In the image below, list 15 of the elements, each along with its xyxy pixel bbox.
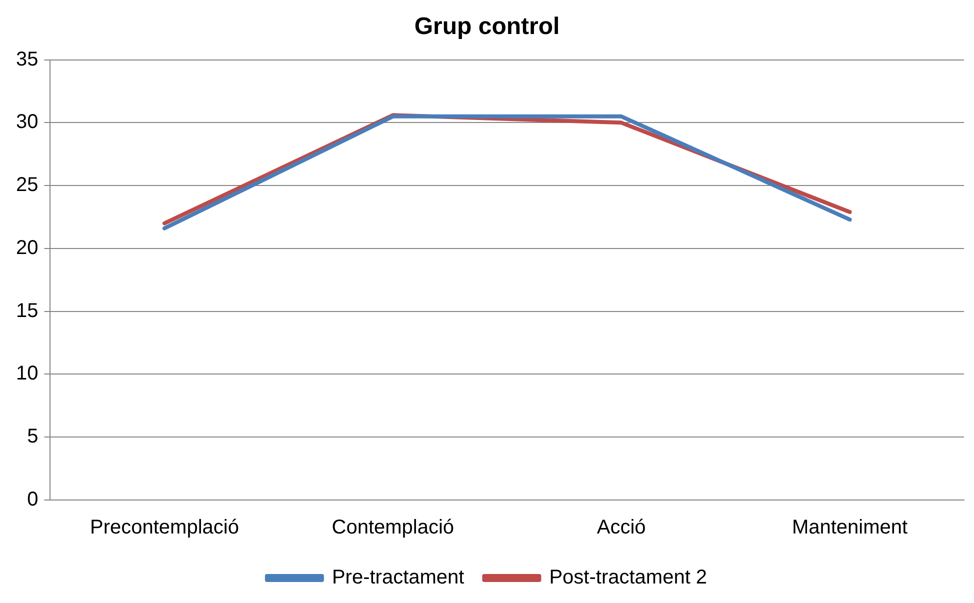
chart-title: Grup control <box>414 13 560 40</box>
y-tick-label: 15 <box>16 300 38 322</box>
x-tick-label: Precontemplació <box>90 516 239 539</box>
y-tick-label: 0 <box>27 488 38 511</box>
y-tick-label: 10 <box>16 362 38 385</box>
y-tick-label: 30 <box>16 111 38 134</box>
y-tick-label: 20 <box>16 236 38 259</box>
legend-label: Post-tractament 2 <box>549 566 708 589</box>
x-tick-label: Contemplació <box>332 516 454 539</box>
legend-label: Pre-tractament <box>332 566 465 589</box>
x-tick-label: Acció <box>596 516 646 539</box>
x-tick-label: Manteniment <box>792 516 908 539</box>
y-tick-label: 35 <box>16 48 38 70</box>
y-tick-label: 25 <box>16 174 38 196</box>
y-tick-label: 5 <box>27 426 38 448</box>
